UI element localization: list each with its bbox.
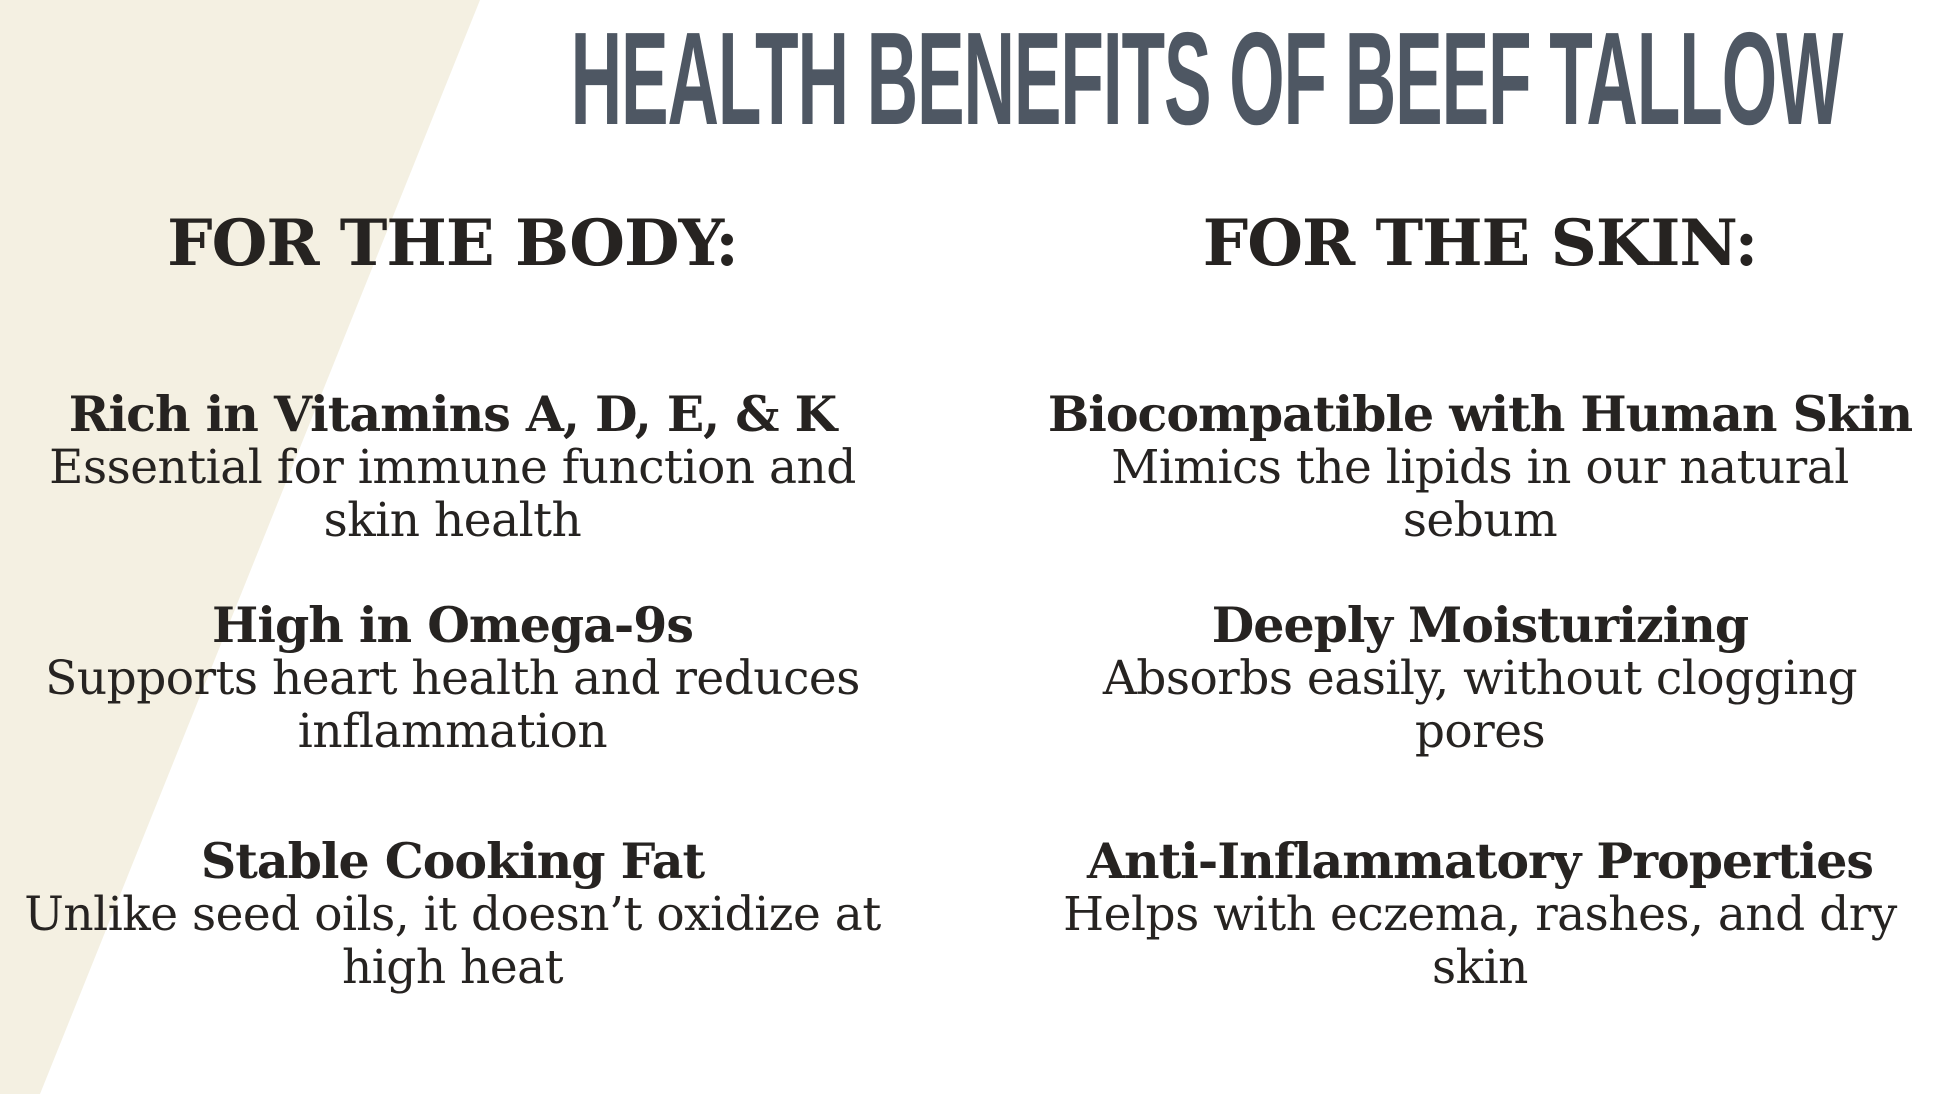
- body-item-omega-desc: Supports heart health and reduces inflam…: [45, 651, 860, 759]
- skin-item-biocompatible-desc: Mimics the lipids in our natural sebum: [1111, 440, 1849, 548]
- column-skin: FOR THE SKIN: Biocompatible with Human S…: [1035, 0, 1925, 1094]
- page-title: HEALTH BENEFITS OF BEEF TALLOW: [0, 13, 1946, 145]
- body-item-cooking-fat: Stable Cooking Fat Unlike seed oils, it …: [5, 832, 900, 995]
- body-item-omega-title: High in Omega-9s: [212, 596, 694, 654]
- skin-item-moisturizing-title: Deeply Moisturizing: [1211, 596, 1749, 654]
- body-item-vitamins-desc: Essential for immune function and skin h…: [49, 440, 856, 548]
- column-skin-heading: FOR THE SKIN:: [1202, 206, 1758, 281]
- skin-item-anti-inflammatory-title: Anti-Inflammatory Properties: [1087, 832, 1874, 890]
- skin-item-biocompatible: Biocompatible with Human Skin Mimics the…: [1035, 385, 1925, 548]
- body-item-vitamins: Rich in Vitamins A, D, E, & K Essential …: [5, 385, 900, 548]
- skin-item-anti-inflammatory-desc: Helps with eczema, rashes, and dry skin: [1063, 887, 1897, 995]
- skin-item-anti-inflammatory: Anti-Inflammatory Properties Helps with …: [1035, 832, 1925, 995]
- body-item-omega: High in Omega-9s Supports heart health a…: [5, 596, 900, 759]
- skin-item-moisturizing: Deeply Moisturizing Absorbs easily, with…: [1035, 596, 1925, 759]
- column-body-heading: FOR THE BODY:: [167, 206, 739, 281]
- column-body: FOR THE BODY: Rich in Vitamins A, D, E, …: [5, 0, 900, 1094]
- skin-item-moisturizing-desc: Absorbs easily, without clogging pores: [1102, 651, 1858, 759]
- body-item-cooking-fat-title: Stable Cooking Fat: [200, 832, 705, 890]
- body-item-cooking-fat-desc: Unlike seed oils, it doesn’t oxidize at …: [24, 887, 881, 995]
- body-item-vitamins-title: Rich in Vitamins A, D, E, & K: [68, 385, 837, 443]
- skin-item-biocompatible-title: Biocompatible with Human Skin: [1047, 385, 1913, 443]
- page-title-text: HEALTH BENEFITS OF BEEF TALLOW: [570, 5, 1844, 152]
